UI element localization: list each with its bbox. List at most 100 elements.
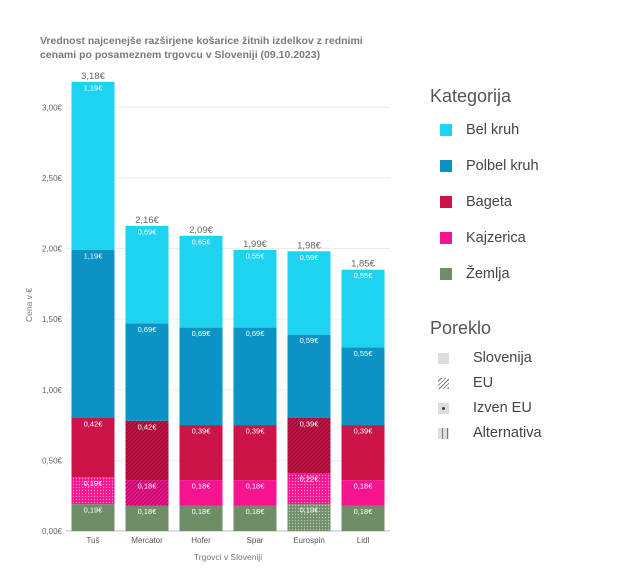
bar-segment (233, 249, 277, 328)
bar-segment (341, 425, 385, 481)
legend-origin-swatch (438, 402, 449, 414)
segment-value-label: 0,59€ (300, 336, 320, 345)
total-value-label: 3,18€ (81, 71, 105, 82)
segment-value-label: 0,69€ (246, 329, 266, 338)
segment-value-label: 1,19€ (84, 251, 104, 260)
legend-origin-item: EU (438, 375, 493, 391)
segment-value-label: 0,65€ (192, 237, 212, 246)
segment-value-label: 0,18€ (192, 507, 212, 516)
legend-label: Bel kruh (466, 122, 520, 138)
legend-label: Polbel kruh (466, 158, 539, 174)
bar-segment (233, 505, 277, 531)
y-tick-label: 1,00€ (42, 386, 63, 395)
x-tick-label: Eurospin (293, 536, 325, 545)
x-tick-label: Spar (247, 536, 264, 545)
bar-segment (341, 480, 385, 506)
segment-value-label: 0,18€ (246, 507, 266, 516)
segment-value-label: 1,19€ (84, 83, 104, 92)
y-tick-label: 0,50€ (42, 456, 63, 465)
legend-swatch (440, 124, 452, 136)
segment-value-label: 0,18€ (354, 507, 374, 516)
bar-segment (179, 327, 223, 426)
legend-origin-item: Alternativa (438, 425, 542, 441)
x-axis-label: Trgovci v Sloveniji (194, 552, 262, 562)
segment-value-label: 0,59€ (300, 253, 320, 262)
bar-segment-pattern (287, 418, 331, 474)
x-tick-label: Tuš (86, 536, 99, 545)
bar-segment (233, 480, 277, 506)
segment-value-label: 0,18€ (246, 482, 266, 491)
axes: 0,00€ 0,50€ 1,00€ 1,50€ 2,00€ 2,50€ 3,00€ Cena … (24, 103, 369, 562)
x-tick-label: Mercator (131, 536, 163, 545)
legend-label: Kajzerica (466, 230, 526, 246)
segment-value-label: 0,39€ (354, 427, 374, 436)
bar-segment (287, 251, 331, 335)
bar-segment (179, 235, 223, 328)
bar-segment (179, 505, 223, 531)
segment-value-label: 0,42€ (84, 420, 104, 429)
legend-origin-label: Izven EU (473, 400, 532, 416)
legend-origin-label: Slovenija (473, 350, 532, 366)
bar-segment (179, 480, 223, 506)
y-tick-label: 2,00€ (42, 245, 63, 254)
chart-title-line-1: Vrednost najcenejše razširjene košarice … (40, 35, 363, 47)
bar-segment (179, 425, 223, 481)
bars: 0,19€0,19€0,42€1,19€1,19€3,18€0,18€0,18€… (71, 71, 385, 531)
segment-value-label: 0,18€ (138, 482, 158, 491)
legend-item: Žemlja (440, 266, 510, 282)
bar-segment-pattern (125, 480, 169, 506)
bar-segment (233, 425, 277, 481)
bar-segment (287, 334, 331, 418)
y-tick-label: 0,00€ (42, 527, 63, 536)
bar-segment (71, 418, 115, 478)
bar-segment-pattern (125, 420, 169, 481)
bar-segment (341, 505, 385, 531)
legend-origin-label: Alternativa (473, 425, 542, 441)
bar-segment (125, 225, 169, 324)
legend-swatch (440, 160, 452, 172)
y-tick-label: 3,00€ (42, 103, 63, 112)
bar-segment (125, 505, 169, 531)
legend-item: Kajzerica (440, 230, 526, 246)
legend-category-title: Kategorija (430, 86, 512, 106)
legend-item: Bageta (440, 194, 512, 210)
bar-segment (71, 249, 115, 418)
segment-value-label: 0,18€ (354, 482, 374, 491)
segment-value-label: 0,18€ (192, 482, 212, 491)
legend-origin-item: Slovenija (438, 350, 532, 366)
bar-segment (71, 504, 115, 531)
segment-value-label: 0,19€ (84, 506, 104, 515)
y-axis-label: Cena v € (24, 288, 34, 322)
legend-origin-swatch (438, 427, 449, 439)
total-value-label: 2,16€ (135, 215, 159, 226)
segment-value-label: 0,55€ (354, 271, 374, 280)
segment-value-label: 0,39€ (192, 427, 212, 436)
legend-label: Bageta (466, 194, 512, 210)
segment-value-label: 0,39€ (300, 420, 320, 429)
chart-title: Vrednost najcenejše razširjene košarice … (40, 34, 400, 62)
segment-value-label: 0,69€ (138, 325, 158, 334)
total-value-label: 2,09€ (189, 225, 213, 236)
grid (66, 106, 390, 532)
x-tick-label: Hofer (191, 536, 211, 545)
segment-value-label: 0,55€ (246, 251, 266, 260)
segment-value-label: 0,39€ (246, 427, 266, 436)
segment-value-label: 0,42€ (138, 422, 158, 431)
bar-segment-pattern (71, 477, 115, 505)
legend-origin-label: EU (473, 375, 494, 391)
segment-value-label: 0,18€ (138, 507, 158, 516)
legend-origin-swatch (438, 377, 449, 389)
chart-title-line-2: cenami po posameznem trgovcu v Sloveniji… (40, 49, 321, 61)
total-value-label: 1,85€ (351, 259, 375, 270)
bar-segment-pattern (287, 504, 331, 531)
bar-segment (341, 269, 385, 348)
bar-segment-pattern (287, 473, 331, 505)
segment-value-label: 0,69€ (138, 227, 158, 236)
total-value-label: 1,99€ (243, 239, 267, 250)
legend-label: Žemlja (466, 266, 510, 282)
bar-segment (341, 347, 385, 426)
y-tick-label: 1,50€ (42, 315, 63, 324)
legend-swatch (440, 268, 452, 280)
legend-origin-swatch (438, 352, 449, 364)
